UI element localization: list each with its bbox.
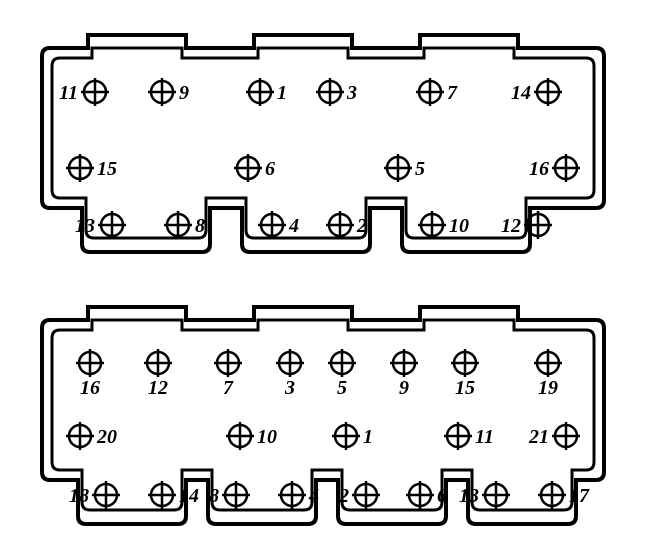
bolt-label-4: 4	[308, 485, 319, 507]
bottom-head-bolt-17: 17	[538, 481, 590, 509]
bolt-label-12: 12	[148, 377, 168, 399]
top-head-bolt-14: 14	[511, 78, 562, 106]
bolt-label-15: 15	[97, 158, 117, 180]
bottom-head-bolt-1: 1	[332, 422, 373, 450]
bolt-label-8: 8	[195, 215, 205, 237]
bolt-label-9: 9	[179, 82, 189, 104]
top-head-bolt-4: 4	[258, 211, 299, 239]
bottom-head-bolt-13: 13	[459, 481, 510, 509]
bolt-label-7: 7	[223, 377, 234, 399]
bolt-label-10: 10	[257, 426, 277, 448]
bolt-label-11: 11	[59, 82, 78, 104]
bolt-label-19: 19	[538, 377, 558, 399]
bottom-head-bolt-6: 6	[406, 481, 447, 509]
top-head-bolt-5: 5	[384, 154, 425, 182]
bolt-label-16: 16	[529, 158, 549, 180]
top-head-bolt-6: 6	[234, 154, 275, 182]
top-head-bolt-13: 13	[75, 211, 126, 239]
bolt-label-2: 2	[338, 485, 349, 507]
top-head-bolt-3: 3	[316, 78, 357, 106]
bolt-label-3: 3	[284, 377, 295, 399]
bottom-head-outline-outer	[42, 307, 604, 524]
bolt-label-4: 4	[288, 215, 299, 237]
diagram-canvas: 1191371415651613842101216127359151920101…	[0, 0, 652, 560]
bottom-head: 161273591519201011121181484261317	[42, 307, 604, 524]
top-head-bolt-15: 15	[66, 154, 117, 182]
bolt-label-10: 10	[449, 215, 469, 237]
top-head-bolt-2: 2	[326, 211, 367, 239]
top-head-bolt-1: 1	[246, 78, 287, 106]
bottom-head-bolt-7: 7	[214, 349, 242, 399]
bolt-label-5: 5	[337, 377, 347, 399]
bolt-label-14: 14	[511, 82, 531, 104]
bolt-label-2: 2	[356, 215, 367, 237]
bottom-head-bolt-12: 12	[144, 349, 172, 399]
bolt-label-13: 13	[75, 215, 95, 237]
bolt-label-18: 18	[69, 485, 89, 507]
bolt-label-13: 13	[459, 485, 479, 507]
bottom-head-bolt-3: 3	[276, 349, 304, 399]
bolt-label-15: 15	[455, 377, 475, 399]
top-head-bolt-16: 16	[529, 154, 580, 182]
bottom-head-bolt-20: 20	[66, 422, 117, 450]
bottom-head-bolt-16: 16	[76, 349, 104, 399]
top-head-outline-inner	[52, 48, 594, 238]
bolt-label-7: 7	[447, 82, 458, 104]
bolt-label-3: 3	[346, 82, 357, 104]
bottom-head-bolt-14: 14	[148, 481, 199, 509]
bottom-head-bolt-11: 11	[444, 422, 494, 450]
bottom-head-bolt-19: 19	[534, 349, 562, 399]
top-head-bolt-11: 11	[59, 78, 109, 106]
bolt-label-1: 1	[363, 426, 373, 448]
bolt-label-5: 5	[415, 158, 425, 180]
bolt-label-6: 6	[437, 485, 447, 507]
bolt-label-8: 8	[209, 485, 219, 507]
bottom-head-bolt-5: 5	[328, 349, 356, 399]
bottom-head-bolt-9: 9	[390, 349, 418, 399]
bolt-label-16: 16	[80, 377, 100, 399]
bolt-label-21: 21	[528, 426, 549, 448]
bolt-label-11: 11	[475, 426, 494, 448]
top-head-bolt-9: 9	[148, 78, 189, 106]
bottom-head-bolt-8: 8	[209, 481, 250, 509]
bolt-label-14: 14	[179, 485, 199, 507]
top-head-bolt-7: 7	[416, 78, 458, 106]
bolt-label-17: 17	[569, 485, 590, 507]
top-head: 11913714156516138421012	[42, 35, 604, 252]
bolt-label-12: 12	[501, 215, 521, 237]
top-head-bolt-10: 10	[418, 211, 469, 239]
bolt-label-20: 20	[96, 426, 117, 448]
bolt-label-6: 6	[265, 158, 275, 180]
bottom-head-bolt-4: 4	[278, 481, 319, 509]
bottom-head-bolt-10: 10	[226, 422, 277, 450]
bottom-head-bolt-21: 21	[528, 422, 580, 450]
top-head-bolt-8: 8	[164, 211, 205, 239]
bottom-head-bolt-15: 15	[451, 349, 479, 399]
bolt-label-1: 1	[277, 82, 287, 104]
bottom-head-bolt-18: 18	[69, 481, 120, 509]
bottom-head-bolt-2: 2	[338, 481, 380, 509]
bolt-label-9: 9	[399, 377, 409, 399]
